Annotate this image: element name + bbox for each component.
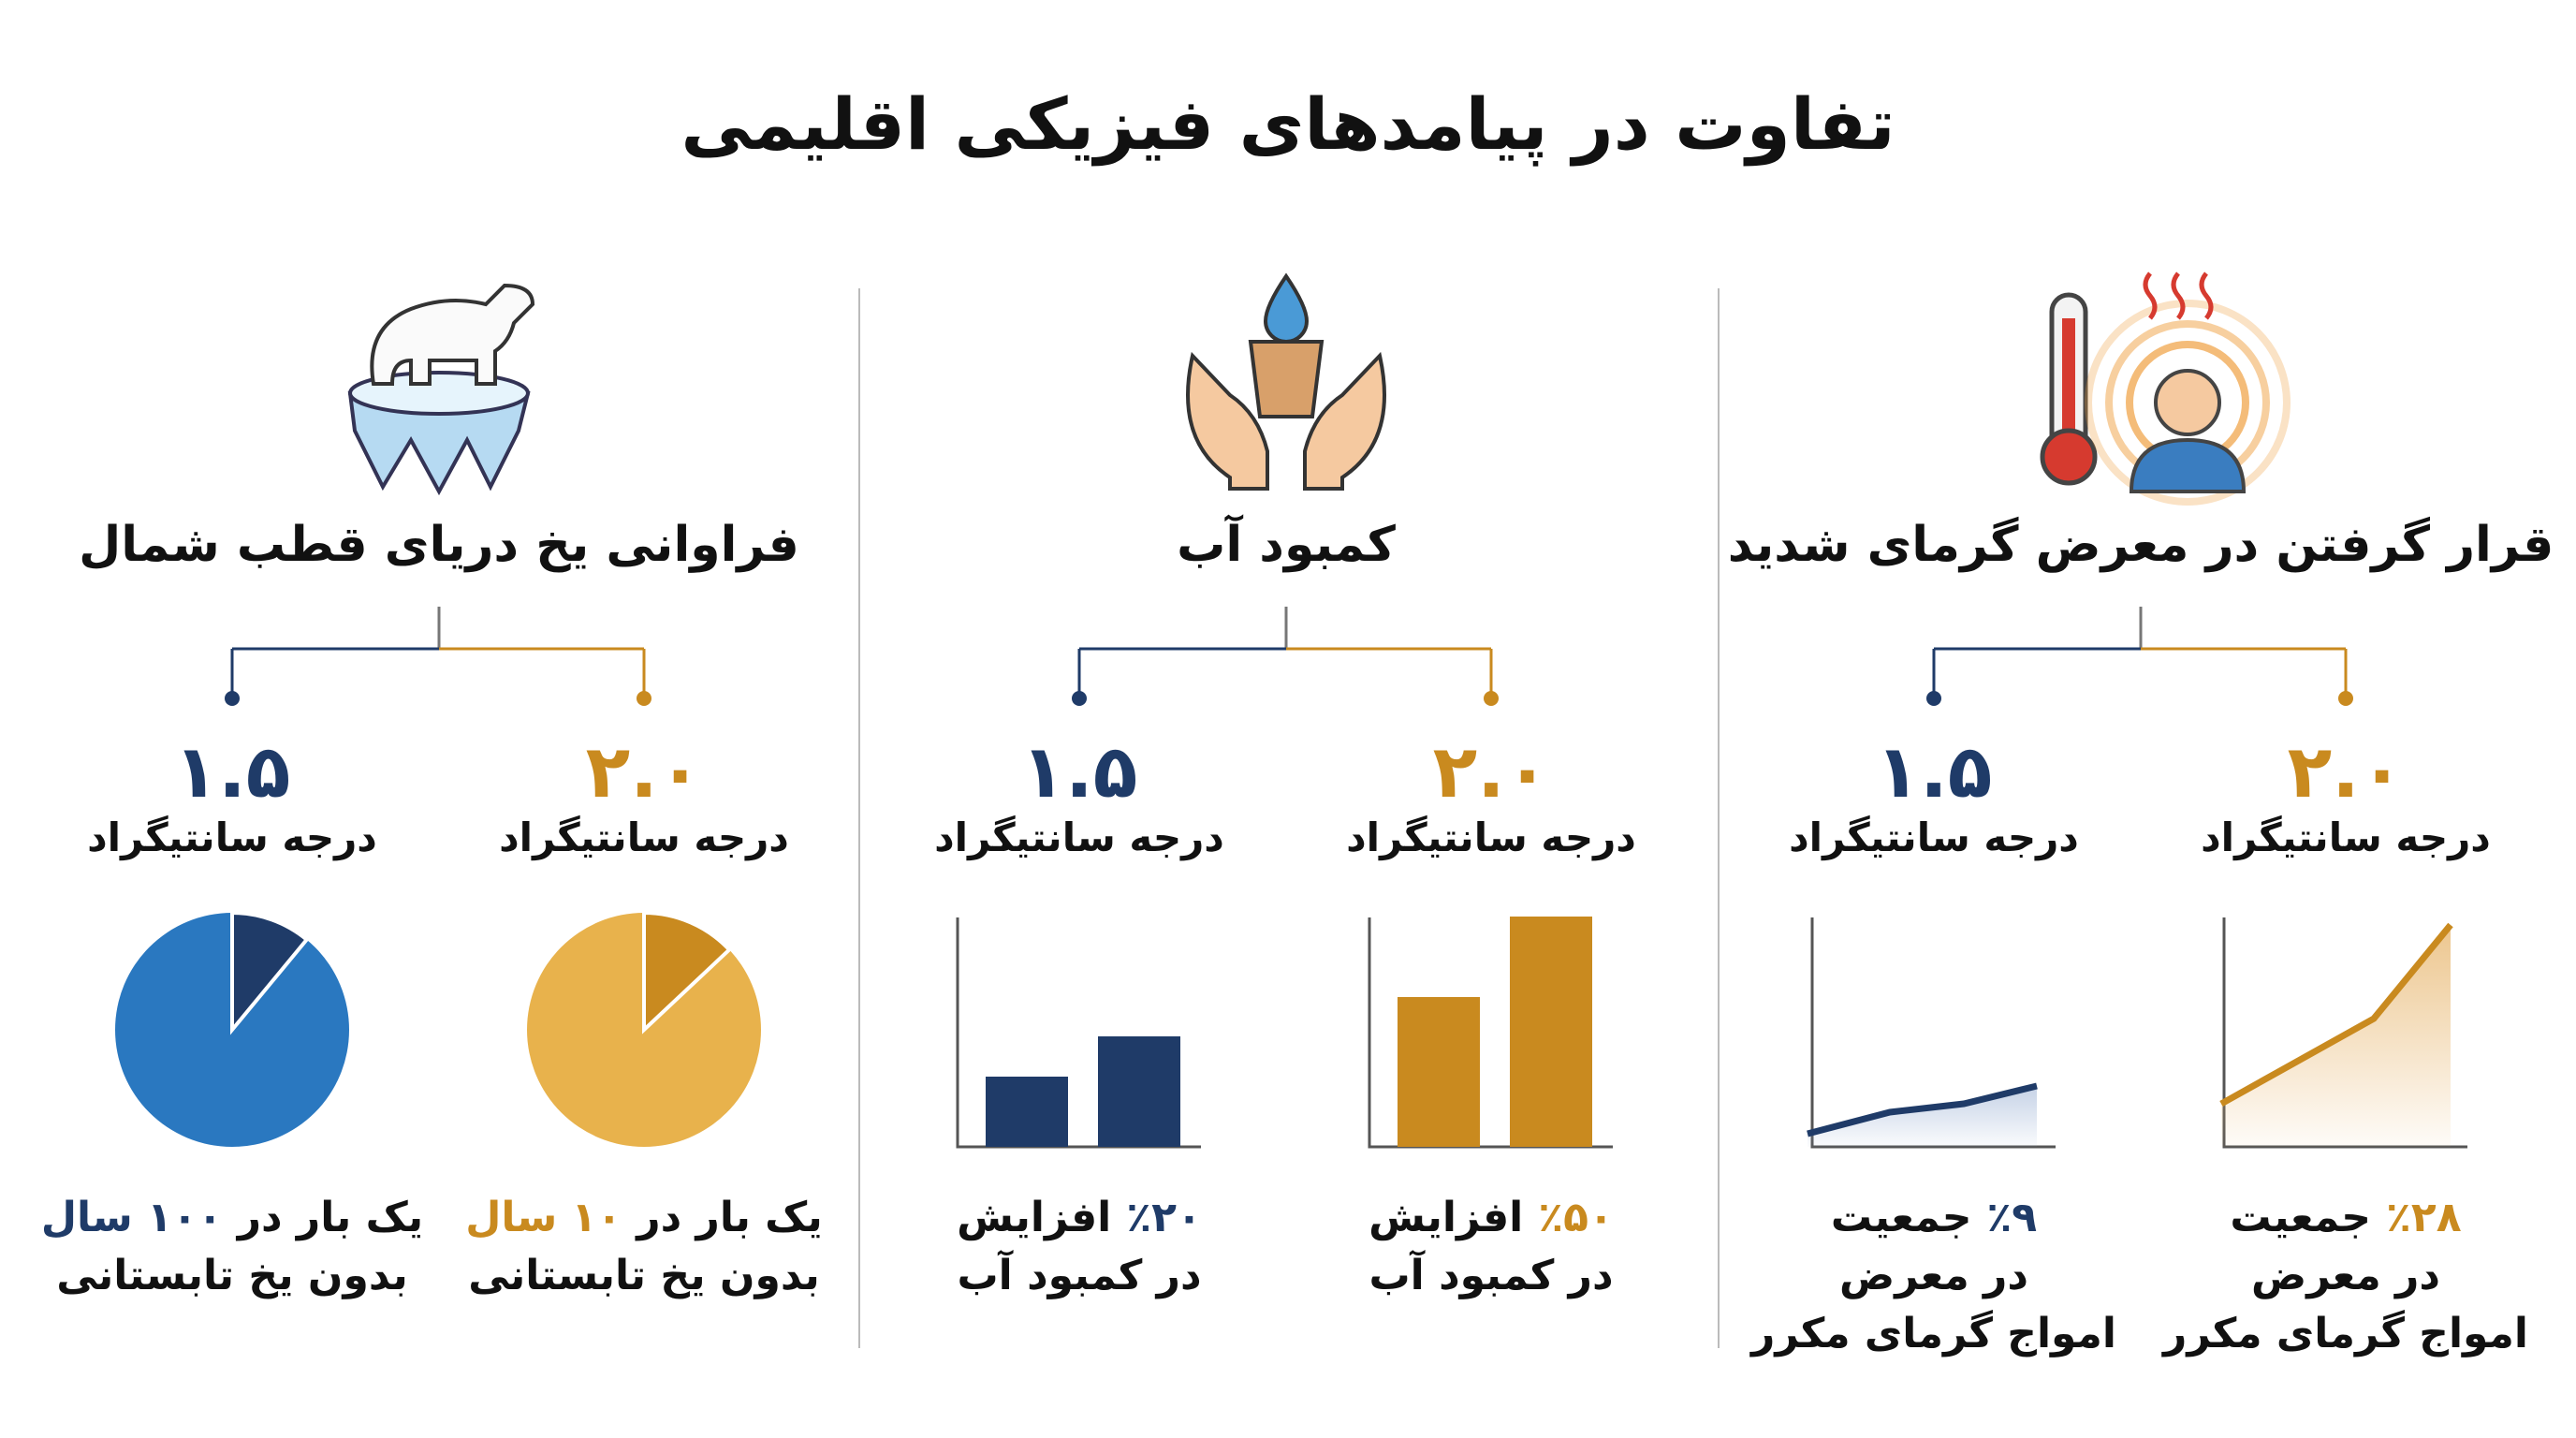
bar (1510, 917, 1592, 1147)
unit-label: درجه سانتیگراد (934, 814, 1224, 860)
pie-slice (230, 910, 310, 1035)
body (2129, 437, 2247, 493)
column-heading: قرار گرفتن در معرض گرمای شدید (1727, 517, 2554, 573)
unit-label: درجه سانتیگراد (499, 814, 789, 860)
temperature: ۲.۰ (2287, 730, 2405, 814)
hand-left (1186, 351, 1269, 491)
caption-line: در معرض (2251, 1252, 2440, 1299)
bar (1098, 1036, 1180, 1147)
connector-dot (1072, 691, 1087, 706)
temperature: ۱.۵ (173, 730, 291, 814)
caption-line: یک بار در ۱۰۰ سال (34, 1189, 431, 1247)
caption-text: یک بار در (237, 1194, 424, 1241)
caption-line: یک بار در ۱۰ سال (458, 1189, 830, 1247)
cup (1248, 340, 1325, 418)
caption: ٪۲۸ جمعیت در معرض امواج گرمای مکرر (2163, 1189, 2528, 1363)
temperature: ۱.۵ (1020, 730, 1138, 814)
highlight: ۱۰۰ سال (40, 1194, 223, 1241)
caption-line: ٪۲۰ افزایش (949, 1189, 1209, 1247)
connector-dot (2338, 691, 2353, 706)
highlight: ٪۹ (1986, 1194, 2038, 1241)
unit-label: درجه سانتیگراد (2201, 814, 2491, 860)
pie-slice (642, 910, 732, 1034)
caption-line: بدون یخ تابستانی (468, 1252, 820, 1299)
temperature: ۲.۰ (585, 730, 703, 814)
caption: ٪۲۰ افزایش در کمبود آب (949, 1189, 1209, 1305)
connector-dot (1484, 691, 1499, 706)
caption: ٪۵۰ افزایش در کمبود آب (1361, 1189, 1621, 1305)
drop (1263, 272, 1310, 344)
heat-ring (2085, 300, 2291, 506)
column-heading: فراوانی یخ دریای قطب شمال (79, 517, 799, 573)
bar (986, 1077, 1068, 1147)
caption-line: ٪۲۸ جمعیت (2163, 1189, 2528, 1247)
caption: یک بار در ۱۰۰ سال بدون یخ تابستانی (34, 1189, 431, 1305)
unit-label: درجه سانتیگراد (87, 814, 377, 860)
area (2221, 925, 2451, 1147)
caption-text: افزایش (957, 1194, 1112, 1241)
caption-text: جمعیت (1830, 1194, 1972, 1241)
bulb (2040, 428, 2098, 486)
caption-line: امواج گرمای مکرر (2163, 1310, 2528, 1357)
caption-line: در کمبود آب (957, 1252, 1202, 1299)
highlight: ٪۲۰ (1126, 1194, 1202, 1241)
connector-dot (637, 691, 651, 706)
caption: یک بار در ۱۰ سال بدون یخ تابستانی (458, 1189, 830, 1305)
caption-line: بدون یخ تابستانی (56, 1252, 408, 1299)
caption-line: امواج گرمای مکرر (1751, 1310, 2116, 1357)
title: تفاوت در پیامدهای فیزیکی اقلیمی (681, 82, 1895, 166)
caption: ٪۹ جمعیت در معرض امواج گرمای مکرر (1751, 1189, 2116, 1363)
bar (1398, 997, 1480, 1147)
caption-text: یک بار در (637, 1194, 823, 1241)
connector-dot (1926, 691, 1941, 706)
heat-wave (2171, 271, 2186, 320)
connector-dot (225, 691, 240, 706)
highlight: ٪۲۸ (2386, 1194, 2462, 1241)
caption-text: افزایش (1368, 1194, 1524, 1241)
unit-label: درجه سانتیگراد (1789, 814, 2079, 860)
caption-line: ٪۹ جمعیت (1751, 1189, 2116, 1247)
caption-text: جمعیت (2230, 1194, 2372, 1241)
ice (347, 391, 531, 496)
heat-wave (2143, 271, 2158, 320)
highlight: ٪۵۰ (1538, 1194, 1614, 1241)
highlight: ۱۰ سال (465, 1194, 622, 1241)
temperature: ۱.۵ (1875, 730, 1993, 814)
heat-wave (2199, 271, 2214, 320)
mercury (2062, 318, 2075, 449)
temperature: ۲.۰ (1432, 730, 1550, 814)
caption-line: در معرض (1839, 1252, 2028, 1299)
line (2219, 922, 2453, 1108)
caption-line: در کمبود آب (1368, 1252, 1614, 1299)
unit-label: درجه سانتیگراد (1346, 814, 1636, 860)
line (1807, 1082, 2038, 1137)
column-heading: کمبود آب (1177, 517, 1396, 573)
hand-right (1303, 351, 1386, 491)
caption-line: ٪۵۰ افزایش (1361, 1189, 1621, 1247)
bear (370, 283, 535, 386)
head (2154, 369, 2221, 436)
